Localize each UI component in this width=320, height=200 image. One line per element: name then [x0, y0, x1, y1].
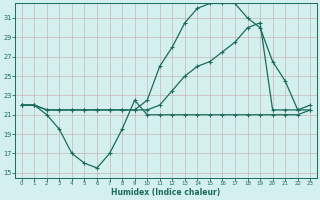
X-axis label: Humidex (Indice chaleur): Humidex (Indice chaleur): [111, 188, 220, 197]
